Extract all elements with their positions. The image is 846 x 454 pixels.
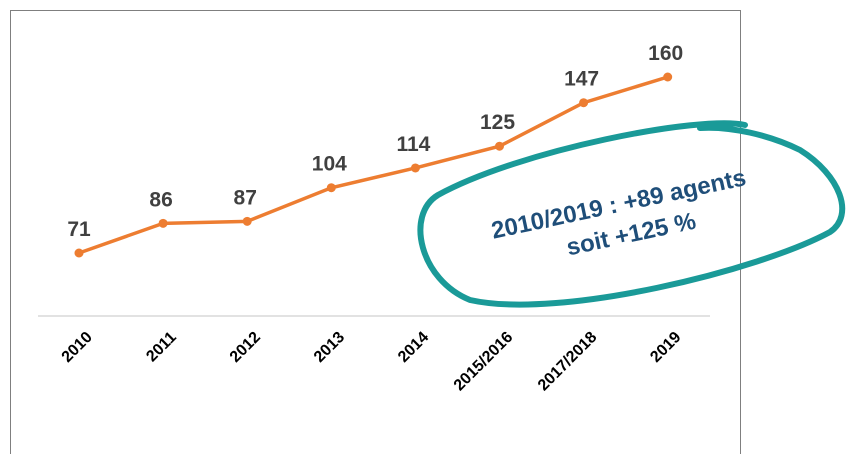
x-tick-label: 2014 bbox=[395, 329, 432, 366]
x-tick-label: 2015/2016 bbox=[451, 329, 517, 395]
x-tick-label: 2012 bbox=[227, 329, 264, 366]
data-label: 71 bbox=[67, 218, 91, 241]
x-tick-label: 2013 bbox=[311, 329, 348, 366]
point bbox=[74, 248, 84, 258]
line bbox=[78, 75, 669, 255]
point bbox=[242, 216, 252, 226]
data-label: 160 bbox=[648, 42, 683, 65]
annotation-outline bbox=[417, 120, 846, 308]
point bbox=[158, 218, 168, 228]
data-label: 147 bbox=[564, 68, 599, 91]
annotation: 2010/2019 : +89 agents soit +125 % bbox=[489, 164, 748, 261]
point bbox=[410, 163, 420, 173]
data-label: 86 bbox=[149, 188, 172, 211]
x-tick-label: 2019 bbox=[647, 329, 684, 366]
point bbox=[663, 72, 673, 82]
point bbox=[326, 183, 336, 193]
point bbox=[579, 98, 589, 108]
data-label: 87 bbox=[234, 186, 257, 209]
data-label: 104 bbox=[312, 153, 347, 176]
x-tick-label: 2010 bbox=[59, 329, 96, 366]
data-label: 114 bbox=[396, 133, 430, 156]
data-label: 125 bbox=[480, 111, 515, 134]
x-tick-label: 2017/2018 bbox=[535, 329, 601, 395]
point bbox=[495, 141, 504, 151]
x-tick-label: 2011 bbox=[143, 329, 180, 366]
chart-frame bbox=[10, 10, 741, 454]
